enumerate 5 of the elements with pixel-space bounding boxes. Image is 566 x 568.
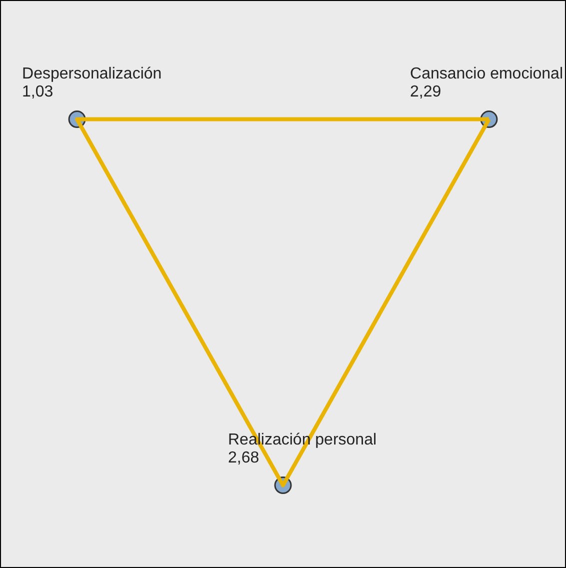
- category-label: Cansancio emocional: [410, 65, 564, 82]
- data-label: 2,68: [228, 449, 260, 466]
- data-label: 1,03: [22, 83, 54, 100]
- data-label: 2,29: [410, 83, 442, 100]
- category-label: Despersonalización: [22, 65, 162, 82]
